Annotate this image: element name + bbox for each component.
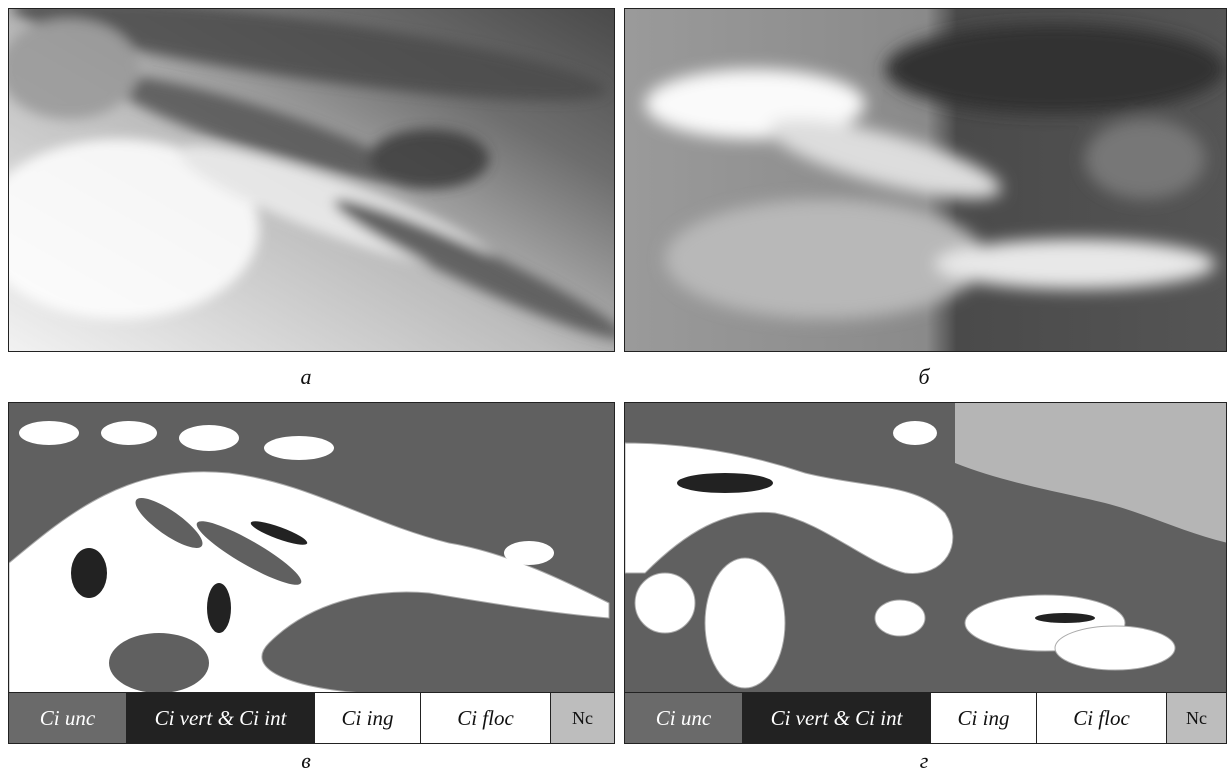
map-art xyxy=(625,403,1227,693)
panel-label: в xyxy=(286,748,326,774)
panel-label: а xyxy=(286,364,326,390)
image-art xyxy=(9,9,615,352)
legend-item: Ci unc xyxy=(9,693,127,743)
classification-map xyxy=(624,402,1227,693)
legend-item: Ci ing xyxy=(931,693,1037,743)
image-art xyxy=(625,9,1227,352)
legend-item: Ci ing xyxy=(315,693,421,743)
satellite-image xyxy=(8,8,615,352)
map-art xyxy=(9,403,615,693)
legend: Ci unc Ci vert & Ci int Ci ing Ci floc N… xyxy=(624,692,1227,744)
legend-item: Nc xyxy=(1167,693,1226,743)
legend-item: Nc xyxy=(551,693,614,743)
legend: Ci unc Ci vert & Ci int Ci ing Ci floc N… xyxy=(8,692,615,744)
classification-map xyxy=(8,402,615,693)
satellite-image xyxy=(624,8,1227,352)
legend-item: Ci vert & Ci int xyxy=(127,693,315,743)
legend-item: Ci unc xyxy=(625,693,743,743)
panel-label: б xyxy=(904,364,944,390)
legend-item: Ci floc xyxy=(1037,693,1167,743)
figure: а б xyxy=(0,0,1228,776)
panel-label: г xyxy=(904,748,944,774)
legend-item: Ci vert & Ci int xyxy=(743,693,931,743)
legend-item: Ci floc xyxy=(421,693,551,743)
